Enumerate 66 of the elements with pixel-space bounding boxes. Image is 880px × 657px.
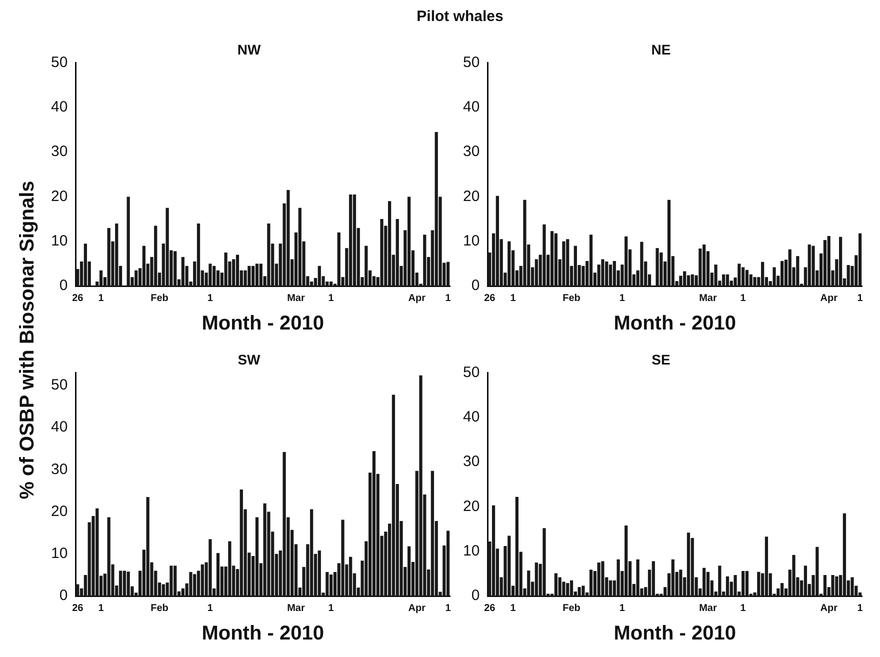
y-axis-title: % of OSBP with Biosonar Signals (16, 180, 40, 500)
x-axis-title: Month - 2010 (614, 312, 736, 335)
x-tick-label: 26 (72, 602, 84, 614)
y-tick-label: 0 (471, 277, 480, 294)
y-tick-label: 10 (50, 232, 68, 250)
x-tick-label: 1 (445, 292, 452, 304)
y-tick-label: 30 (462, 453, 480, 470)
x-tick-label: Mar (287, 292, 305, 304)
y-tick-label: 0 (59, 587, 68, 604)
y-tick-label: 20 (50, 502, 68, 520)
y-tick-label: 40 (462, 408, 480, 426)
x-tick-label: 1 (328, 292, 334, 304)
x-tick-label: Mar (287, 602, 305, 614)
y-tick-label: 20 (50, 188, 68, 205)
y-tick-label: 10 (462, 542, 480, 560)
y-tick-label: 20 (462, 498, 480, 515)
y-tick-label: 30 (50, 460, 68, 478)
y-tick-label: 50 (50, 54, 68, 71)
y-tick-label: 10 (462, 232, 480, 250)
y-tick-label: 20 (462, 188, 480, 205)
y-tick-label: 50 (50, 376, 68, 394)
x-tick-label: 26 (484, 602, 496, 614)
y-tick-label: 30 (50, 143, 68, 160)
y-tick-label: 0 (471, 587, 480, 604)
x-tick-label: Feb (150, 602, 168, 614)
x-tick-label: 26 (72, 292, 84, 304)
x-tick-label: 1 (740, 292, 746, 304)
chart-title: NE (651, 41, 671, 58)
y-tick-label: 40 (462, 98, 480, 116)
x-tick-label: 1 (328, 602, 334, 614)
y-tick-label: 30 (462, 143, 480, 160)
x-tick-label: 1 (445, 602, 452, 614)
x-tick-label: 1 (207, 602, 214, 614)
text: Pilot whales (416, 8, 504, 27)
x-tick-label: Mar (699, 292, 717, 304)
y-tick-label: 0 (59, 277, 68, 294)
y-tick-label: 50 (462, 54, 480, 71)
x-tick-label: Feb (150, 292, 168, 304)
x-tick-label: 26 (484, 292, 496, 304)
y-tick-label: 40 (50, 418, 68, 436)
x-tick-label: 1 (98, 602, 104, 614)
chart-title: NW (237, 41, 262, 58)
x-axis-title: Month - 2010 (202, 312, 324, 335)
x-tick-label: 1 (510, 292, 516, 304)
x-tick-label: Mar (699, 602, 717, 614)
chart-title: SW (238, 351, 262, 368)
x-axis-title: Month - 2010 (202, 622, 324, 645)
x-tick-label: Apr (408, 602, 426, 614)
x-tick-label: 1 (857, 292, 864, 304)
x-tick-label: 1 (207, 292, 214, 304)
x-tick-label: Apr (820, 292, 838, 304)
x-tick-label: 1 (619, 292, 626, 304)
x-tick-label: 1 (98, 292, 104, 304)
y-tick-label: 10 (50, 545, 68, 562)
x-tick-label: Feb (562, 602, 580, 614)
y-tick-label: 50 (462, 364, 480, 381)
x-tick-label: Apr (408, 292, 426, 304)
chart-title: SE (652, 351, 670, 368)
x-tick-label: 1 (619, 602, 626, 614)
x-tick-label: 1 (857, 602, 864, 614)
x-tick-label: Feb (562, 292, 580, 304)
x-tick-label: Apr (820, 602, 838, 614)
x-axis-title: Month - 2010 (614, 622, 736, 645)
y-tick-label: 40 (50, 98, 68, 116)
x-tick-label: 1 (510, 602, 516, 614)
x-tick-label: 1 (740, 602, 746, 614)
